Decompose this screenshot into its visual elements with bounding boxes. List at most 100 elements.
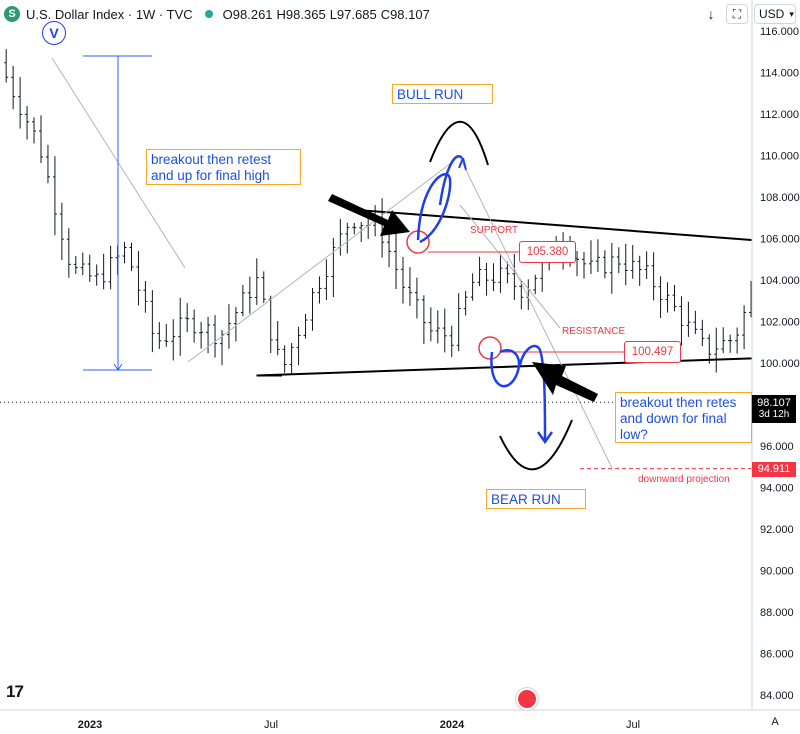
ohlc-bar	[32, 117, 37, 144]
ohlc-bar	[213, 315, 218, 358]
ohlc-bar	[435, 310, 440, 344]
currency-label: USD	[759, 7, 785, 21]
ohlc-bar	[129, 242, 134, 271]
resistance-circle	[478, 336, 502, 360]
ohlc-bar	[317, 276, 322, 304]
time-tick-label: Jul	[264, 719, 278, 731]
support-level-tag[interactable]: 105.380	[519, 241, 576, 263]
ohlc-bar	[456, 293, 461, 352]
ohlc-bar	[261, 271, 266, 304]
ohlc-bar	[108, 245, 113, 290]
ohlc-bar	[352, 222, 357, 235]
us-flag-event-icon[interactable]	[516, 688, 538, 710]
ohlc-bar	[470, 273, 475, 301]
guide-line	[459, 204, 561, 329]
ohlc-bar	[484, 262, 489, 296]
ohlc-bar	[533, 274, 538, 295]
ohlc-bar	[442, 308, 447, 353]
ohlc-bar	[665, 282, 670, 313]
ohlc-bar	[498, 253, 503, 293]
ohlc-bar	[463, 290, 468, 316]
ohlc-bar	[157, 322, 162, 349]
ohlc-bar	[616, 247, 621, 274]
price-axis: 84.000 86.000 88.000 90.000 92.000 94.000 96.0…	[751, 0, 800, 734]
tradingview-logo-icon[interactable]: 17	[6, 682, 24, 701]
low-value: 97.685	[336, 6, 377, 22]
ohlc-bar	[66, 228, 71, 278]
ohlc-bar	[735, 327, 740, 354]
ohlc-bar	[303, 313, 308, 339]
ohlc-bar	[38, 115, 43, 164]
current-price-tag: 98.107 3d 12h	[752, 395, 796, 423]
price-tick-label: 100.000	[760, 358, 800, 370]
fullscreen-icon[interactable]: ⛶	[726, 4, 748, 24]
ohlc-bar	[728, 334, 733, 353]
time-tick-label: 2023	[78, 719, 102, 731]
low-label: L	[329, 6, 337, 22]
bear-wave	[490, 344, 547, 441]
price-tick-label: 106.000	[760, 234, 800, 246]
ohlc-bar	[178, 297, 183, 356]
ohlc-bar	[94, 264, 99, 286]
open-label: O	[222, 6, 233, 22]
download-icon[interactable]: ↓	[700, 4, 722, 24]
ohlc-bar	[268, 295, 273, 353]
ohlc-bar	[595, 239, 600, 272]
measure-arrowhead	[113, 363, 123, 371]
ohlc-bar	[519, 280, 524, 310]
high-value: 98.365	[285, 6, 326, 22]
price-tick-label: 90.000	[760, 566, 794, 578]
bear-arc	[499, 419, 573, 471]
ohlc-bar	[658, 276, 663, 319]
chart-title[interactable]: U.S. Dollar Index · 1W · TVC	[26, 6, 193, 22]
price-tick-label: 110.000	[760, 151, 799, 163]
resistance-level-tag[interactable]: 100.497	[624, 341, 681, 363]
price-tick-label: 108.000	[760, 192, 800, 204]
retest-up-note-line1: breakout then retest	[151, 152, 272, 167]
price-tick-label: 116.000	[760, 26, 799, 38]
ohlc-bar	[324, 259, 329, 300]
bull-run-label: BULL RUN	[392, 84, 493, 104]
auto-scale-icon[interactable]: A	[771, 716, 779, 728]
retest-down-note-line1: breakout then retes	[620, 395, 737, 410]
ohlc-bar	[247, 276, 252, 314]
ohlc-bar	[512, 253, 517, 301]
ohlc-bar	[400, 256, 405, 304]
ohlc-bar	[240, 284, 245, 317]
symbol-marker[interactable]: V	[42, 21, 66, 45]
symbol-logo-icon: S	[4, 6, 20, 22]
open-value: 98.261	[232, 6, 273, 22]
price-tick-label: 114.000	[760, 68, 799, 80]
bull-wave-arrowhead	[458, 157, 467, 171]
ohlc-bar	[11, 65, 16, 110]
ohlc-bar	[296, 326, 301, 366]
chart-header: S U.S. Dollar Index · 1W · TVC O 98.261 …	[0, 0, 430, 28]
projection-price-tag: 94.911	[752, 462, 796, 477]
ohlc-bar	[359, 221, 364, 243]
ohlc-bar	[87, 254, 92, 282]
currency-selector[interactable]: USD ▾	[754, 4, 796, 24]
ohlc-bar	[136, 251, 141, 306]
ohlc-bar	[25, 105, 30, 140]
ohlc-bar	[289, 343, 294, 375]
upper-triangle-line	[350, 208, 800, 245]
projection-label: downward projection	[638, 474, 730, 485]
ohlc-bar	[407, 267, 412, 306]
ohlc-bar	[394, 230, 399, 290]
ohlc-bar	[644, 251, 649, 279]
ohlc-bar	[505, 261, 510, 284]
ohlc-bar	[73, 256, 78, 274]
ohlc-bar	[310, 287, 315, 331]
bar-countdown: 3d 12h	[758, 409, 790, 420]
ohlc-bar	[122, 241, 127, 264]
ohlc-bar	[449, 325, 454, 358]
ohlc-bar	[421, 295, 426, 344]
ohlc-bar	[282, 345, 287, 373]
breakout-arrow-down	[532, 362, 598, 402]
ohlc-bar	[477, 256, 482, 287]
ohlc-bar	[686, 301, 691, 337]
close-label: C	[380, 6, 391, 22]
time-axis: Jul2023Jul2024Jul2025Jul2026Jul	[0, 709, 800, 731]
ohlc-bar	[714, 327, 719, 373]
